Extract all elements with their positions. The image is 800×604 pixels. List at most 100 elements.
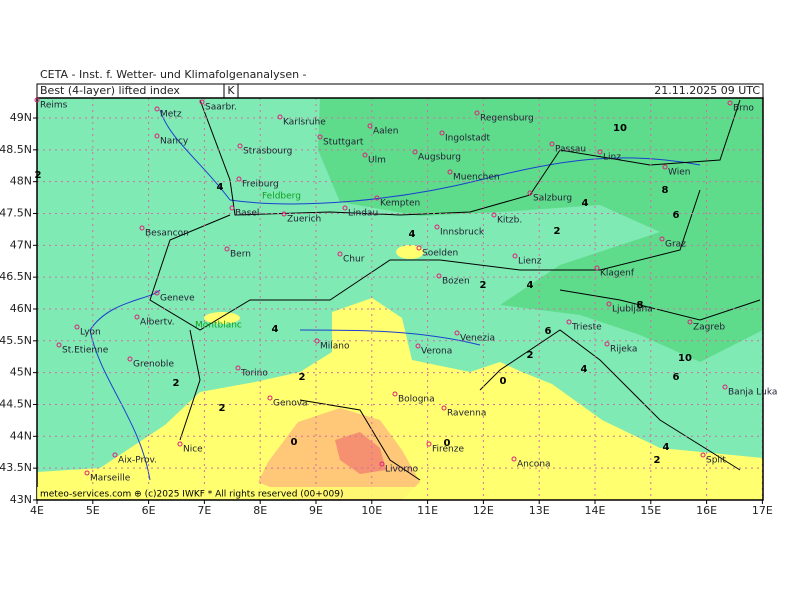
contour-label: 4 (663, 442, 670, 453)
city-label: Genova (273, 399, 308, 409)
lon-label: 13E (529, 504, 550, 517)
city-label: Freiburg (242, 180, 279, 190)
contour-label: 2 (299, 372, 306, 383)
city-marker (426, 441, 432, 447)
contour-label: 4 (527, 280, 534, 291)
city-label: Aix-Prov. (118, 456, 157, 466)
lon-label: 5E (86, 504, 100, 517)
city-label: Innsbruck (440, 228, 485, 238)
city-marker (416, 245, 422, 251)
city-marker (177, 441, 183, 447)
city-label: Aalen (373, 127, 398, 137)
city-marker (154, 106, 160, 112)
field-low-patch (204, 312, 240, 324)
city-label: Strasbourg (243, 147, 292, 157)
city-label: Kempten (380, 199, 420, 209)
city-label: Bozen (442, 277, 470, 287)
city-marker (277, 114, 283, 120)
field-lowest (335, 432, 386, 474)
contour-label: 0 (291, 437, 298, 448)
lat-label: 46.5N (0, 270, 32, 283)
city-label: Bologna (398, 395, 435, 405)
city-marker (154, 290, 160, 296)
city-marker (454, 330, 460, 336)
lat-label: 44.5N (0, 397, 32, 410)
lon-label: 9E (309, 504, 323, 517)
lat-label: 43.5N (0, 461, 32, 474)
city-label: Albertv. (140, 318, 175, 328)
contour-label: 10 (678, 353, 692, 364)
valid-time: 21.11.2025 09 UTC (654, 84, 760, 97)
city-marker (597, 149, 603, 155)
lat-label: 48.5N (0, 143, 32, 156)
lon-label: 11E (417, 504, 438, 517)
city-label: Ulm (368, 156, 386, 166)
city-marker (604, 341, 610, 347)
city-label: Passau (555, 145, 586, 155)
contour-label: 8 (637, 300, 644, 311)
river (89, 109, 701, 481)
city-marker (362, 152, 368, 158)
city-marker (662, 164, 668, 170)
city-marker (606, 301, 612, 307)
contour-label: 4 (409, 229, 416, 240)
lon-label: 8E (253, 504, 267, 517)
city-label: Lindau (348, 209, 378, 219)
lon-label: 15E (640, 504, 661, 517)
city-label: Livorno (385, 465, 419, 475)
contour-label: 2 (554, 226, 561, 237)
city-label: Zagreb (693, 323, 725, 333)
contour-label: 0 (500, 376, 507, 387)
lat-label: 44N (10, 429, 32, 442)
contour-label: 0 (444, 438, 451, 449)
city-label: Soelden (422, 249, 458, 259)
city-label: Chur (343, 255, 365, 265)
lat-label: 43N (10, 493, 32, 506)
city-marker (374, 195, 380, 201)
lat-label: 48N (10, 175, 32, 188)
footer: meteo-services.com ⊕ (c)2025 IWKF * All … (40, 490, 343, 500)
city-marker (56, 342, 62, 348)
contour-label: 8 (662, 185, 669, 196)
city-marker (112, 452, 118, 458)
field-high (318, 98, 763, 362)
city-label: Milano (320, 342, 350, 352)
city-marker (84, 470, 90, 476)
city-marker (412, 149, 418, 155)
contour-label: 2 (219, 403, 226, 414)
lon-label: 6E (142, 504, 156, 517)
map-frame (36, 97, 764, 501)
field-low (37, 298, 763, 500)
city-label: Nice (183, 445, 203, 455)
map-area (37, 98, 763, 500)
lat-label: 45N (10, 366, 32, 379)
city-label: Firenze (432, 445, 464, 455)
city-marker (439, 130, 445, 136)
city-marker (566, 319, 572, 325)
lon-label: 4E (30, 504, 44, 517)
contour-label: 6 (673, 372, 680, 383)
city-label: Verona (421, 347, 452, 357)
field-low-patch (396, 245, 424, 259)
city-label: Besancon (145, 229, 189, 239)
city-label: Saarbr. (205, 103, 237, 113)
lat-label: 47.5N (0, 206, 32, 219)
city-label: Nancy (160, 137, 189, 147)
contour-label: 4 (272, 324, 279, 335)
city-marker (527, 190, 533, 196)
city-marker (367, 123, 373, 129)
city-label: Metz (160, 110, 182, 120)
city-marker (727, 100, 733, 106)
city-label: Graz (665, 240, 686, 250)
city-marker (549, 141, 555, 147)
city-marker (511, 456, 517, 462)
city-marker (139, 225, 145, 231)
contour-label: 2 (35, 170, 42, 181)
city-label: Salzburg (533, 194, 572, 204)
lat-label: 46N (10, 302, 32, 315)
city-label: Regensburg (480, 114, 534, 124)
city-marker (134, 314, 140, 320)
contour-label: 4 (582, 198, 589, 209)
city-marker (235, 365, 241, 371)
city-marker (415, 343, 421, 349)
